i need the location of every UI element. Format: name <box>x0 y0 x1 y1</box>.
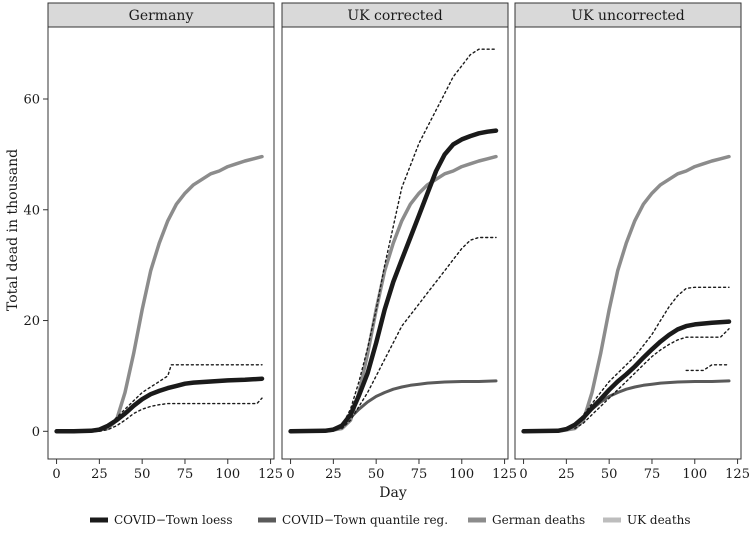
panel-title: Germany <box>129 8 194 24</box>
series-covid-town-loess <box>521 319 732 434</box>
series-covid-town-loess <box>288 128 499 434</box>
legend: COVID−Town loess COVID−Town quantile reg.… <box>90 513 691 527</box>
series-upper-band <box>574 286 730 427</box>
x-tick-label: 0 <box>519 467 527 482</box>
series-lower-band <box>341 236 497 430</box>
x-tick-label: 25 <box>325 467 342 482</box>
series-covid-town-loess <box>54 376 265 434</box>
x-tick-label: 100 <box>215 467 240 482</box>
legend-label: German deaths <box>492 513 585 527</box>
legend-item: COVID−Town loess <box>90 513 232 527</box>
x-tick-label: 25 <box>91 467 108 482</box>
x-tick-label: 125 <box>492 467 517 482</box>
x-tick-label: 100 <box>449 467 474 482</box>
x-tick-label: 0 <box>286 467 294 482</box>
legend-label: UK deaths <box>627 513 691 527</box>
x-tick-label: 100 <box>682 467 707 482</box>
legend-label: COVID−Town loess <box>114 513 232 527</box>
x-tick-label: 75 <box>177 467 194 482</box>
y-axis-title: Total dead in thousand <box>5 149 21 311</box>
x-tick-label: 50 <box>368 467 385 482</box>
y-tick-label: 20 <box>23 314 40 329</box>
legend-item: German deaths <box>468 513 585 527</box>
x-tick-label: 125 <box>725 467 750 482</box>
legend-label: COVID−Town quantile reg. <box>282 513 448 527</box>
legend-item: UK deaths <box>603 513 691 527</box>
series-lower-band <box>574 328 730 430</box>
panel-title: UK uncorrected <box>571 8 684 24</box>
panel-uk-corrected: UK corrected 0 25 50 75 100 125 <box>281 2 517 482</box>
y-tick-label: 60 <box>23 93 40 108</box>
series-german-deaths <box>54 154 264 434</box>
legend-item: COVID−Town quantile reg. <box>258 513 448 527</box>
panel-title: UK corrected <box>347 8 442 24</box>
x-tick-label: 0 <box>52 467 60 482</box>
x-tick-label: 25 <box>558 467 575 482</box>
strip-germany <box>47 2 275 28</box>
series-lower-tail <box>685 364 730 372</box>
x-tick-label: 50 <box>601 467 618 482</box>
panels-layer: Germany 0 25 50 75 100 125 UK corrected 0 25 50 75 1… <box>47 2 750 482</box>
x-tick-label: 75 <box>411 467 428 482</box>
series-upper-band <box>341 48 497 427</box>
y-tick-label: 0 <box>32 425 40 440</box>
series-lower-band <box>98 397 263 432</box>
x-tick-label: 75 <box>644 467 661 482</box>
panel-uk-uncorrected: UK uncorrected 0 25 50 75 100 125 <box>514 2 750 482</box>
x-tick-label: 125 <box>258 467 283 482</box>
x-tick-label: 50 <box>134 467 151 482</box>
x-axis-title: Day <box>379 485 407 501</box>
y-tick-label: 40 <box>23 203 40 218</box>
panel-germany: Germany 0 25 50 75 100 125 <box>47 2 283 482</box>
y-axis: 0 20 40 60 <box>23 93 48 440</box>
